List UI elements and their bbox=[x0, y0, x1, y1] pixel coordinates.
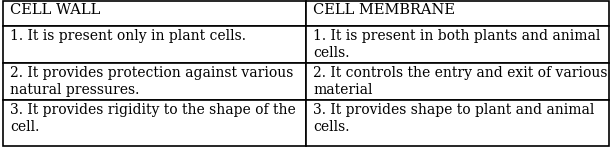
Bar bbox=[306, 100, 609, 146]
Bar bbox=[3, 1, 306, 26]
Bar bbox=[3, 26, 306, 63]
Text: 1. It is present only in plant cells.: 1. It is present only in plant cells. bbox=[10, 29, 246, 43]
Bar bbox=[3, 100, 306, 146]
Bar bbox=[306, 1, 609, 26]
Text: 1. It is present in both plants and animal
cells.: 1. It is present in both plants and anim… bbox=[313, 29, 601, 60]
Text: 3. It provides rigidity to the shape of the
cell.: 3. It provides rigidity to the shape of … bbox=[10, 103, 296, 134]
Text: CELL MEMBRANE: CELL MEMBRANE bbox=[313, 3, 455, 17]
Bar bbox=[306, 26, 609, 63]
Text: CELL WALL: CELL WALL bbox=[10, 3, 101, 17]
Text: 2. It controls the entry and exit of various
material: 2. It controls the entry and exit of var… bbox=[313, 66, 608, 97]
Bar bbox=[306, 63, 609, 100]
Bar bbox=[3, 63, 306, 100]
Text: 2. It provides protection against various
natural pressures.: 2. It provides protection against variou… bbox=[10, 66, 293, 97]
Text: 3. It provides shape to plant and animal
cells.: 3. It provides shape to plant and animal… bbox=[313, 103, 595, 134]
